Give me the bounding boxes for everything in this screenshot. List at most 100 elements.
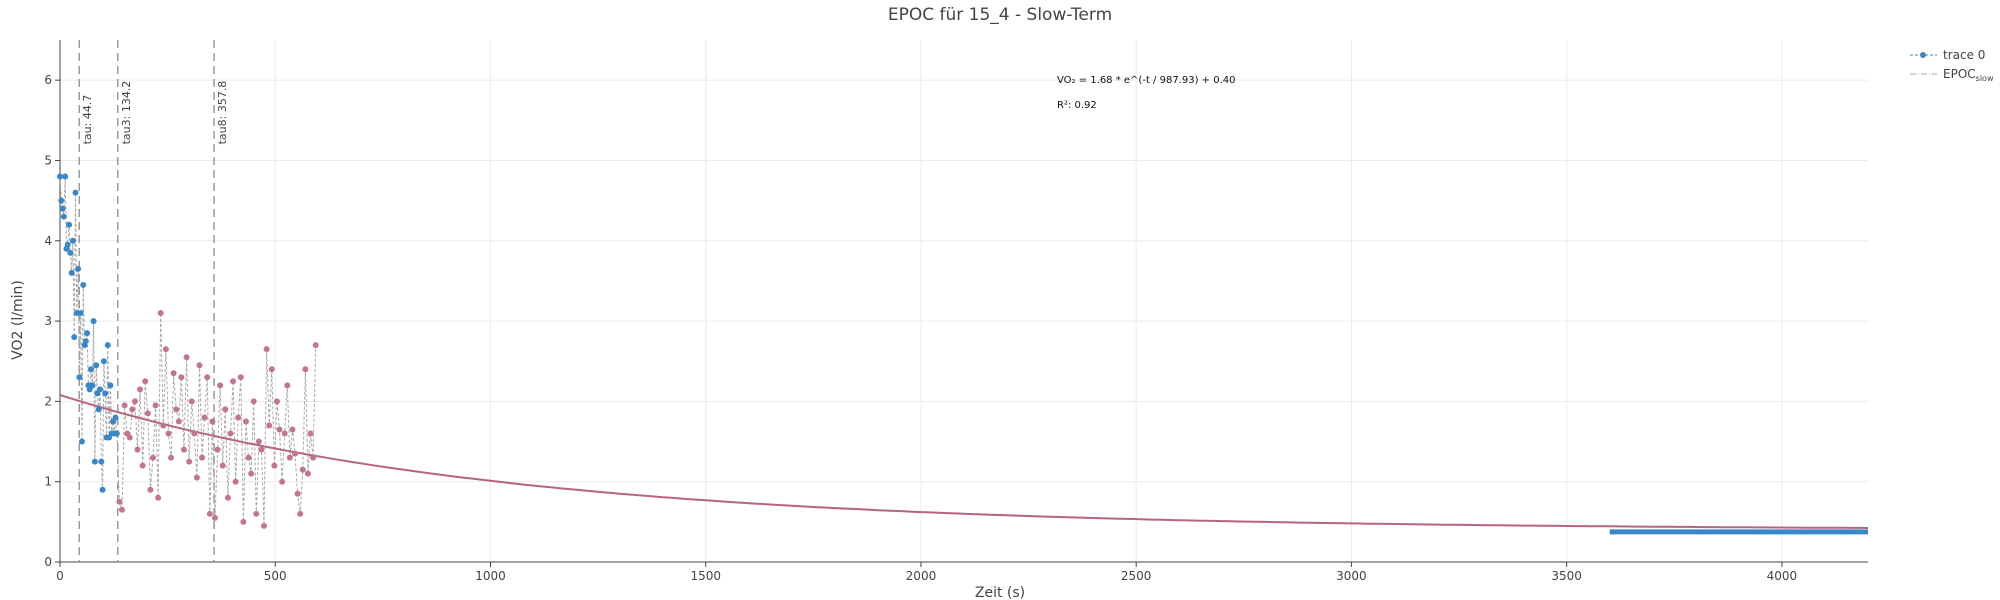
slow-term-point [162, 346, 169, 353]
trace-0-point [66, 221, 73, 228]
vertical-lines: tau: 44.7 tau3: 134.2 tau8: 357.8 [78, 40, 229, 562]
slow-term-point [199, 454, 206, 461]
slow-term-point [217, 382, 224, 389]
slow-term-point [284, 382, 291, 389]
trace-0-point [90, 318, 97, 325]
slow-term-point [118, 506, 125, 513]
trace-0-point [60, 213, 67, 220]
slow-term-point [193, 474, 200, 481]
slow-term-point [250, 398, 257, 405]
y-tick-label: 4 [44, 234, 52, 248]
trace-0-point [71, 334, 78, 341]
slow-term-point [302, 366, 309, 373]
slow-term-point [286, 454, 293, 461]
slow-term-point [273, 398, 280, 405]
slow-term-point [170, 370, 177, 377]
legend-label-trace-0: trace 0 [1943, 48, 1985, 62]
fit-line-group [59, 394, 1869, 529]
slow-term-point [266, 422, 273, 429]
slow-term-point [178, 374, 185, 381]
x-tick-label: 1500 [690, 569, 721, 583]
trace-0-point [62, 173, 69, 180]
trace-0-point [67, 249, 74, 256]
slow-term-point [235, 414, 242, 421]
slow-term-point [144, 410, 151, 417]
slow-term-point [165, 430, 172, 437]
x-axis-title: Zeit (s) [975, 585, 1025, 600]
slow-term-point [312, 342, 319, 349]
connectors [59, 176, 317, 526]
x-tick-label: 1000 [475, 569, 506, 583]
slow-term-point [292, 450, 299, 457]
trace-0-point [69, 237, 76, 244]
legend-item-epoc-slow[interactable]: EPOCslow [1910, 67, 1994, 83]
legend[interactable]: trace 0 EPOCslow [1910, 48, 1994, 83]
slow-term-point [196, 362, 203, 369]
y-tick-label: 6 [44, 73, 52, 87]
slow-term-point [222, 406, 229, 413]
x-tick-label: 0 [56, 569, 64, 583]
trace-0-point [91, 458, 98, 465]
slow-term-point [147, 486, 154, 493]
legend-marker-trace-0 [1920, 52, 1926, 58]
trace-0-point [75, 265, 82, 272]
slow-term-point [201, 414, 208, 421]
slow-term-point [131, 398, 138, 405]
slow-term-point [297, 510, 304, 517]
y-axis-title: VO2 (l/min) [10, 280, 26, 360]
trace-0-point [59, 205, 66, 212]
slow-term-point [116, 498, 123, 505]
slow-term-point [149, 454, 156, 461]
slow-term-point [183, 354, 190, 361]
x-tick-label: 4000 [1767, 569, 1798, 583]
slow-term-point [219, 462, 226, 469]
legend-label-epoc-main: EPOC [1943, 67, 1976, 81]
r-squared-annotation: R²: 0.92 [1057, 100, 1097, 111]
slow-term-point [188, 398, 195, 405]
slow-term-point [173, 406, 180, 413]
slow-term-point [204, 374, 211, 381]
y-tick-label: 3 [44, 314, 52, 328]
slow-term-point [121, 402, 128, 409]
trace-0-point [76, 374, 83, 381]
slow-term-point [294, 490, 301, 497]
trace-0-point [89, 382, 96, 389]
trace-0-point [95, 406, 102, 413]
trace-0-point [77, 310, 84, 317]
slow-term-point [160, 422, 167, 429]
chart-title: EPOC für 15_4 - Slow-Term [888, 5, 1112, 25]
slow-term-point [227, 430, 234, 437]
slow-term-point [126, 434, 133, 441]
x-tick-label: 3000 [1336, 569, 1367, 583]
legend-item-trace-0[interactable]: trace 0 [1910, 48, 1985, 62]
slow-term-point [258, 446, 265, 453]
slow-term-point [276, 426, 283, 433]
trace-0-point [82, 338, 89, 345]
tick-labels: 0 500 1000 1500 2000 2500 3000 3500 4000 0 1 2 3 4 5 6 [44, 73, 1797, 583]
y-tick-label: 1 [44, 475, 52, 489]
trace-0-point [78, 438, 85, 445]
slow-term-point [279, 478, 286, 485]
slow-term-point [191, 430, 198, 437]
x-tick-label: 500 [264, 569, 287, 583]
slow-term-point [180, 446, 187, 453]
slow-term-point [230, 378, 237, 385]
slow-term-point [214, 446, 221, 453]
equation-annotation: VO₂ = 1.68 * e^(-t / 987.93) + 0.40 [1057, 75, 1236, 86]
slow-term-point [237, 374, 244, 381]
y-tick-label: 5 [44, 153, 52, 167]
slow-term-point [271, 462, 278, 469]
slow-term-point [310, 454, 317, 461]
slow-term-point [263, 346, 270, 353]
trace-0-point [97, 386, 104, 393]
trace-0-point [107, 382, 114, 389]
slow-term-point [289, 426, 296, 433]
trace-0-point [104, 342, 111, 349]
vertical-line-label: tau: 44.7 [81, 95, 94, 145]
slow-term-point [139, 462, 146, 469]
slow-term-point [248, 470, 255, 477]
slow-term-point [232, 478, 239, 485]
x-tick-label: 2000 [906, 569, 937, 583]
